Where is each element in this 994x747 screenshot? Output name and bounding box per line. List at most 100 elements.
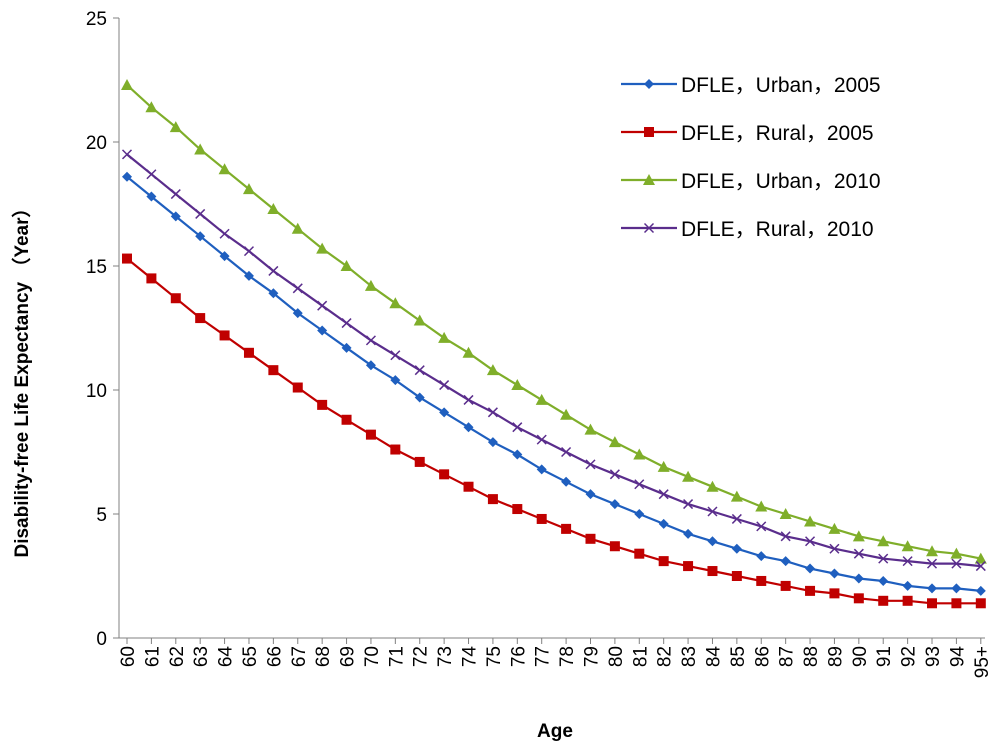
data-point: [756, 575, 767, 586]
data-point: [584, 423, 597, 435]
data-point: [317, 325, 328, 336]
data-point: [780, 531, 791, 542]
data-point: [439, 380, 450, 391]
series-layer: [121, 78, 987, 609]
data-point: [634, 548, 645, 559]
data-point: [633, 448, 646, 460]
marker-stroke: [805, 536, 816, 547]
data-point: [730, 490, 743, 502]
data-point: [901, 540, 914, 552]
data-point: [658, 489, 669, 500]
x-tick-label: 67: [289, 646, 310, 667]
data-point: [195, 231, 206, 242]
legend: DFLE，Urban，2005 DFLE，Rural，2005 DFLE，Urban…: [621, 74, 881, 241]
data-point: [341, 318, 352, 329]
y-axis: 0 5 10 15 20 25: [86, 9, 120, 650]
marker-stroke: [780, 531, 791, 542]
data-point: [951, 598, 962, 609]
data-point: [878, 553, 889, 564]
data-point: [608, 436, 621, 448]
y-tick-label: 20: [86, 133, 107, 154]
data-point: [121, 149, 133, 160]
data-point: [926, 558, 938, 569]
data-point: [268, 365, 279, 376]
data-point: [878, 575, 889, 586]
data-point: [169, 121, 182, 133]
data-point: [707, 536, 718, 547]
marker-stroke: [853, 548, 864, 559]
marker-stroke: [609, 469, 620, 480]
data-point: [975, 561, 986, 572]
data-point: [853, 593, 864, 604]
data-point: [340, 260, 353, 271]
data-point: [756, 551, 767, 562]
x-tick-label: 72: [411, 646, 432, 667]
x-tick-label: 78: [557, 646, 578, 667]
data-point: [365, 360, 376, 371]
data-point: [316, 242, 329, 254]
data-point: [341, 342, 352, 353]
marker-stroke: [121, 149, 133, 160]
x-tick-label: 70: [362, 646, 383, 667]
data-point: [146, 191, 157, 202]
marker-stroke: [902, 556, 913, 567]
data-point: [487, 407, 498, 418]
data-point: [170, 189, 181, 200]
data-point: [122, 253, 132, 264]
data-point: [780, 556, 791, 567]
x-tick-label: 92: [899, 646, 920, 667]
marker-stroke: [658, 489, 669, 500]
marker-stroke: [536, 434, 547, 445]
x-tick-label: 91: [874, 646, 895, 667]
y-tick-label: 0: [96, 629, 107, 650]
x-tick-label: 77: [533, 646, 554, 667]
data-point: [512, 449, 523, 460]
series-4: [121, 149, 986, 572]
data-point: [512, 422, 523, 433]
data-point: [805, 585, 816, 596]
data-point: [268, 288, 279, 299]
data-point: [609, 541, 620, 552]
data-point: [512, 504, 523, 515]
x-tick-label: 80: [606, 646, 627, 667]
marker-stroke: [463, 394, 474, 405]
data-point: [170, 293, 181, 304]
marker-stroke: [878, 553, 889, 564]
data-point: [364, 279, 377, 291]
data-point: [780, 580, 791, 591]
marker-stroke: [439, 380, 450, 391]
series-line: [126, 153, 981, 568]
marker-stroke: [317, 300, 328, 311]
x-axis: 60 61 62 63 64 65 66 67 68 69 70 71 72 73 74 75 76 77 78 79…: [118, 637, 993, 678]
data-point: [927, 598, 938, 609]
data-point: [561, 523, 572, 534]
x-tick-label: 81: [630, 646, 651, 667]
marker-stroke: [707, 506, 718, 517]
data-point: [121, 78, 133, 90]
series-line: [126, 84, 982, 560]
y-axis-title: Disability-free Life Expectancy （Year）: [10, 198, 33, 557]
data-point: [390, 444, 401, 455]
data-point: [902, 556, 913, 567]
marker-stroke: [414, 365, 425, 376]
data-point: [292, 382, 303, 393]
marker-stroke: [829, 543, 840, 554]
data-point: [243, 347, 254, 358]
marker-stroke: [195, 208, 206, 219]
data-point: [853, 548, 864, 559]
marker-stroke: [683, 499, 694, 510]
data-point: [439, 469, 450, 480]
data-point: [902, 595, 913, 606]
data-point: [706, 480, 719, 492]
x-tick-label: 94: [947, 646, 968, 668]
marker-stroke: [975, 561, 986, 572]
x-tick-label: 61: [142, 646, 163, 667]
x-axis-title: Age: [537, 721, 573, 742]
y-tick-label: 25: [86, 9, 107, 30]
data-point: [927, 583, 938, 594]
data-point: [463, 394, 474, 405]
x-tick-label: 89: [825, 646, 846, 667]
series-2: [122, 253, 986, 609]
legend-item-2: DFLE，Rural，2005: [621, 122, 874, 145]
data-point: [561, 476, 572, 487]
